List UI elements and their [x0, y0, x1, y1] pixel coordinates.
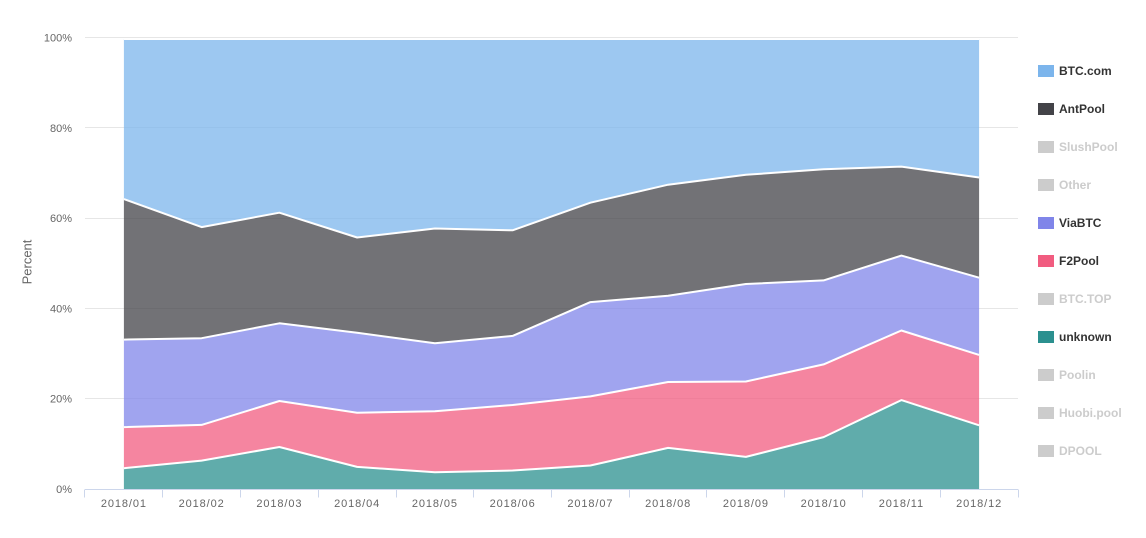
svg-text:Other: Other	[1059, 178, 1091, 192]
svg-text:F2Pool: F2Pool	[1059, 254, 1099, 268]
svg-text:2018/08: 2018/08	[645, 498, 691, 510]
svg-text:2018/12: 2018/12	[956, 498, 1002, 510]
svg-text:40%: 40%	[50, 303, 72, 315]
svg-text:Percent: Percent	[20, 239, 35, 284]
svg-text:60%: 60%	[50, 213, 72, 225]
svg-text:ViaBTC: ViaBTC	[1059, 216, 1102, 230]
svg-text:2018/02: 2018/02	[179, 498, 225, 510]
svg-text:unknown: unknown	[1059, 330, 1112, 344]
svg-text:20%: 20%	[50, 394, 72, 406]
svg-text:100%: 100%	[44, 33, 72, 45]
svg-text:2018/01: 2018/01	[101, 498, 147, 510]
svg-text:BTC.TOP: BTC.TOP	[1059, 292, 1111, 306]
svg-text:DPOOL: DPOOL	[1059, 444, 1102, 458]
svg-text:2018/06: 2018/06	[490, 498, 536, 510]
svg-text:2018/03: 2018/03	[256, 498, 302, 510]
svg-text:2018/10: 2018/10	[801, 498, 847, 510]
svg-text:Huobi.pool: Huobi.pool	[1059, 406, 1122, 420]
svg-text:SlushPool: SlushPool	[1059, 140, 1118, 154]
svg-text:0%: 0%	[56, 484, 72, 496]
svg-text:AntPool: AntPool	[1059, 102, 1105, 116]
svg-text:2018/07: 2018/07	[567, 498, 613, 510]
svg-text:BTC.com: BTC.com	[1059, 64, 1112, 78]
svg-text:2018/05: 2018/05	[412, 498, 458, 510]
svg-text:2018/09: 2018/09	[723, 498, 769, 510]
svg-text:Poolin: Poolin	[1059, 368, 1096, 382]
svg-text:2018/04: 2018/04	[334, 498, 380, 510]
svg-text:2018/11: 2018/11	[879, 498, 924, 510]
svg-text:80%: 80%	[50, 123, 72, 135]
